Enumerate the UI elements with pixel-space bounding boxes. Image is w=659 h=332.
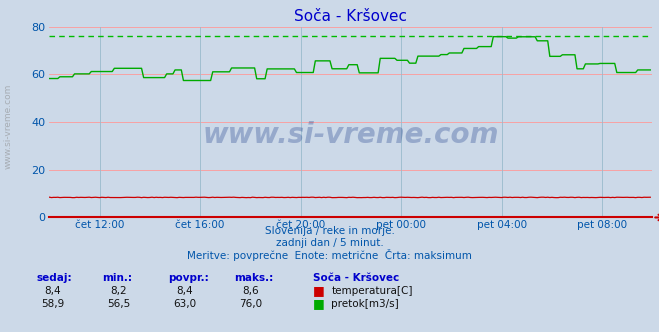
Text: www.si-vreme.com: www.si-vreme.com [3, 83, 13, 169]
Text: 8,6: 8,6 [242, 286, 259, 296]
Text: sedaj:: sedaj: [36, 273, 72, 283]
Text: 8,4: 8,4 [44, 286, 61, 296]
Text: ■: ■ [313, 297, 325, 310]
Text: 63,0: 63,0 [173, 299, 196, 309]
Text: pretok[m3/s]: pretok[m3/s] [331, 299, 399, 309]
Text: Slovenija / reke in morje.: Slovenija / reke in morje. [264, 226, 395, 236]
Text: povpr.:: povpr.: [168, 273, 209, 283]
Text: min.:: min.: [102, 273, 132, 283]
Text: ■: ■ [313, 284, 325, 297]
Text: 56,5: 56,5 [107, 299, 130, 309]
Title: Soča - Kršovec: Soča - Kršovec [295, 9, 407, 24]
Text: www.si-vreme.com: www.si-vreme.com [203, 122, 499, 149]
Text: Soča - Kršovec: Soča - Kršovec [313, 273, 399, 283]
Text: 76,0: 76,0 [239, 299, 262, 309]
Text: maks.:: maks.: [234, 273, 273, 283]
Text: temperatura[C]: temperatura[C] [331, 286, 413, 296]
Text: Meritve: povprečne  Enote: metrične  Črta: maksimum: Meritve: povprečne Enote: metrične Črta:… [187, 249, 472, 261]
Text: zadnji dan / 5 minut.: zadnji dan / 5 minut. [275, 238, 384, 248]
Text: 8,2: 8,2 [110, 286, 127, 296]
Text: 8,4: 8,4 [176, 286, 193, 296]
Text: 58,9: 58,9 [41, 299, 65, 309]
